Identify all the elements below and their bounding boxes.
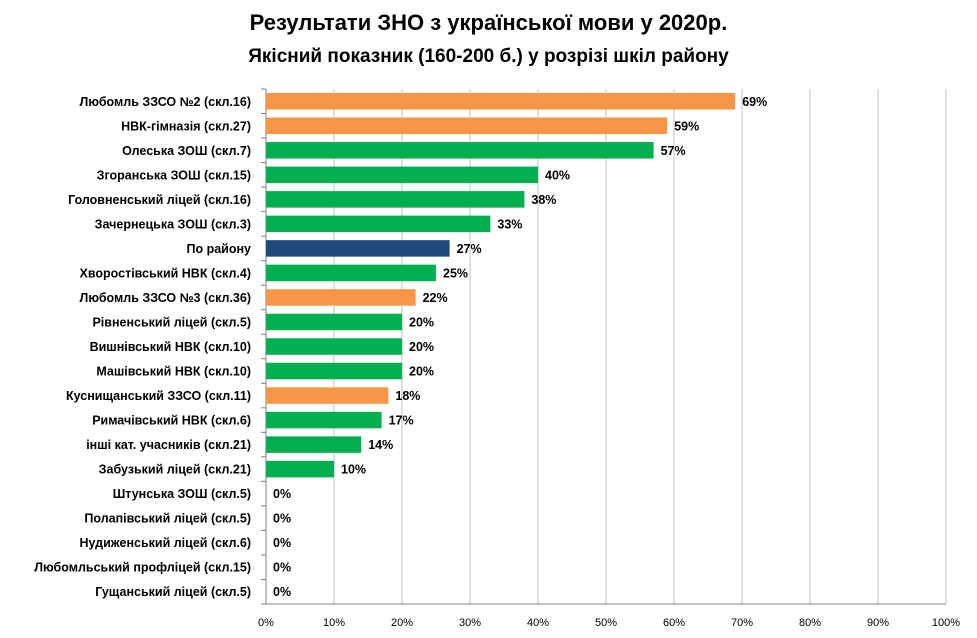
category-label: Хворостівський НВК (скл.4) (80, 266, 251, 280)
x-tick-label: 40% (527, 617, 549, 629)
data-label: 38% (531, 193, 556, 207)
category-label: Штунська ЗОШ (скл.5) (113, 487, 251, 501)
data-label: 0% (273, 536, 291, 550)
category-label: Забузький ліцей (скл.21) (99, 463, 251, 477)
data-label: 0% (273, 487, 291, 501)
x-tick-label: 30% (459, 617, 481, 629)
category-label: Вишнівський НВК (скл.10) (90, 340, 251, 354)
category-label: Любомль ЗЗСО №2 (скл.16) (80, 95, 251, 109)
data-label: 20% (409, 315, 434, 329)
category-label: Рівненський ліцей (скл.5) (92, 315, 251, 329)
category-label: інші кат. учасників (скл.21) (86, 438, 251, 452)
category-label: Куснищанський ЗЗСО (скл.11) (66, 389, 251, 403)
category-label: Головненський ліцей (скл.16) (68, 193, 251, 207)
x-tick-label: 50% (595, 617, 617, 629)
x-tick-label: 10% (323, 617, 345, 629)
category-label: Любомль ЗЗСО №3 (скл.36) (80, 291, 251, 305)
bar (266, 313, 402, 331)
category-label: Нудиженський ліцей (скл.6) (80, 536, 251, 550)
bar (266, 117, 668, 135)
category-label: По району (186, 242, 251, 256)
bar (266, 166, 538, 184)
category-label: Зачернецька ЗОШ (скл.3) (95, 217, 251, 231)
bar (266, 93, 736, 110)
bar (266, 460, 334, 478)
category-label: Машівський НВК (скл.10) (96, 365, 251, 379)
bar (266, 289, 416, 306)
x-tick-label: 60% (663, 617, 685, 629)
data-label: 0% (273, 512, 291, 526)
category-label: Римачівський НВК (скл.6) (92, 414, 251, 428)
x-tick-label: 80% (799, 617, 821, 629)
data-label: 33% (497, 217, 522, 231)
data-label: 17% (389, 414, 414, 428)
category-label: Любомльський профліцей (скл.15) (34, 561, 251, 575)
x-tick-label: 0% (258, 617, 274, 629)
bar (266, 411, 382, 429)
bar (266, 142, 654, 159)
chart-title: Результати ЗНО з української мови у 2020… (249, 10, 728, 35)
bar (266, 436, 362, 453)
category-label: Гущанський ліцей (скл.5) (95, 585, 251, 599)
data-label: 57% (661, 144, 686, 158)
bar (266, 338, 402, 355)
data-label: 59% (674, 119, 699, 133)
data-label: 0% (273, 585, 291, 599)
bar (266, 264, 436, 282)
data-label: 20% (409, 365, 434, 379)
bar (266, 240, 450, 257)
data-label: 27% (457, 242, 482, 256)
bar (266, 191, 525, 208)
data-label: 10% (341, 463, 366, 477)
data-label: 18% (395, 389, 420, 403)
chart-subtitle: Якісний показник (160-200 б.) у розрізі … (248, 46, 729, 67)
x-tick-label: 100% (932, 617, 960, 629)
bar (266, 215, 491, 233)
category-label: Згоранська ЗОШ (скл.15) (97, 168, 251, 182)
bar (266, 362, 402, 380)
category-label: Олеська ЗОШ (скл.7) (122, 144, 251, 158)
x-tick-label: 20% (391, 617, 413, 629)
x-tick-label: 70% (731, 617, 753, 629)
data-label: 20% (409, 340, 434, 354)
data-label: 0% (273, 561, 291, 575)
bar (266, 387, 389, 404)
data-label: 69% (742, 95, 767, 109)
data-label: 25% (443, 266, 468, 280)
data-label: 40% (545, 168, 570, 182)
data-label: 22% (423, 291, 448, 305)
data-label: 14% (368, 438, 393, 452)
category-label: НВК-гімназія (скл.27) (121, 119, 251, 133)
category-label: Полапівський ліцей (скл.5) (84, 512, 251, 526)
x-tick-label: 90% (867, 617, 889, 629)
